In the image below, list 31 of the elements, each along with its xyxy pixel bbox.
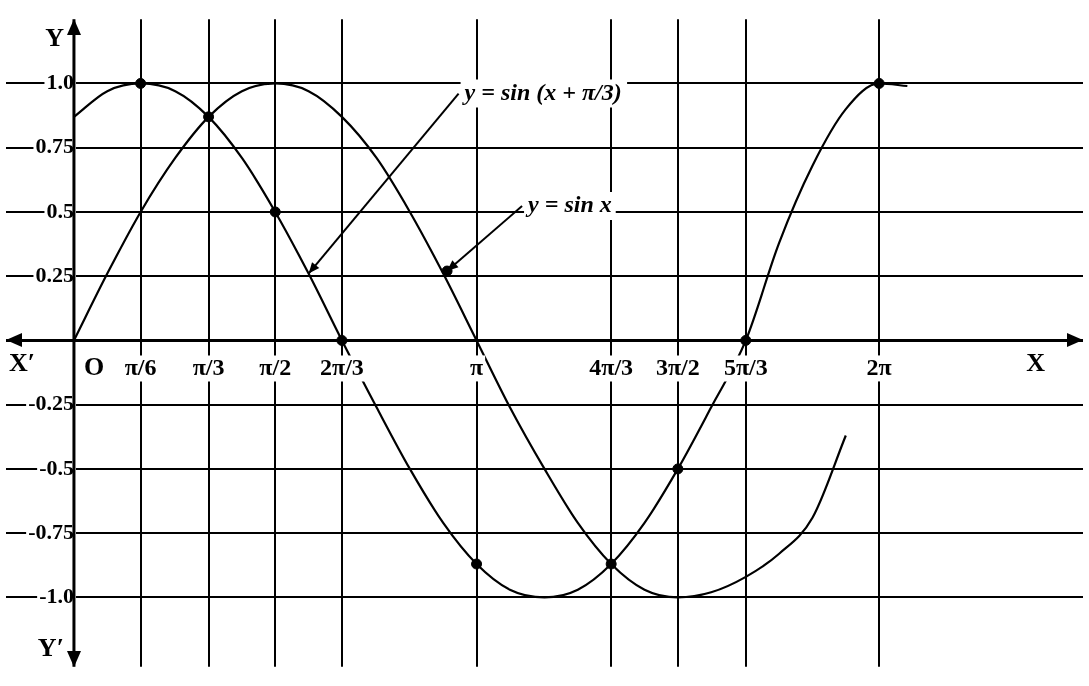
y-tick-label: -0.75 <box>28 518 74 544</box>
annotation: Y′ <box>37 632 64 662</box>
x-tick-label: π/6 <box>124 353 157 380</box>
x-tick-label: π/2 <box>259 353 292 380</box>
y-tick-label: 1.0 <box>46 69 74 95</box>
x-axis-title: X <box>1026 348 1046 378</box>
x-tick-label: 3π/2 <box>655 353 700 380</box>
x-tick-label: 5π/3 <box>723 353 768 380</box>
y-tick-label: -0.25 <box>28 390 74 416</box>
y-axis-title: Y <box>45 22 65 52</box>
point <box>203 111 215 123</box>
x-tick-label: π <box>469 353 484 380</box>
annotation: O <box>83 352 105 382</box>
point <box>269 206 281 218</box>
x-tick-label: 2π <box>866 353 892 380</box>
y-tick-label: -0.5 <box>39 454 74 480</box>
annotation: X′ <box>8 348 36 378</box>
point <box>605 558 617 570</box>
point <box>471 558 483 570</box>
y-tick-label: 0.75 <box>35 133 74 159</box>
y-tick-label: 0.25 <box>35 261 74 287</box>
annotation: y = sin (x + π/3) <box>461 78 622 105</box>
y-tick-label: 0.5 <box>46 197 74 223</box>
x-tick-label: π/3 <box>192 353 225 380</box>
x-tick-label: 2π/3 <box>320 353 364 380</box>
annotation: y = sin x <box>525 191 612 218</box>
x-tick-label: 4π/3 <box>589 353 634 380</box>
y-tick-label: -1.0 <box>39 583 74 609</box>
point <box>873 77 885 89</box>
point <box>135 77 147 89</box>
point <box>672 463 684 475</box>
